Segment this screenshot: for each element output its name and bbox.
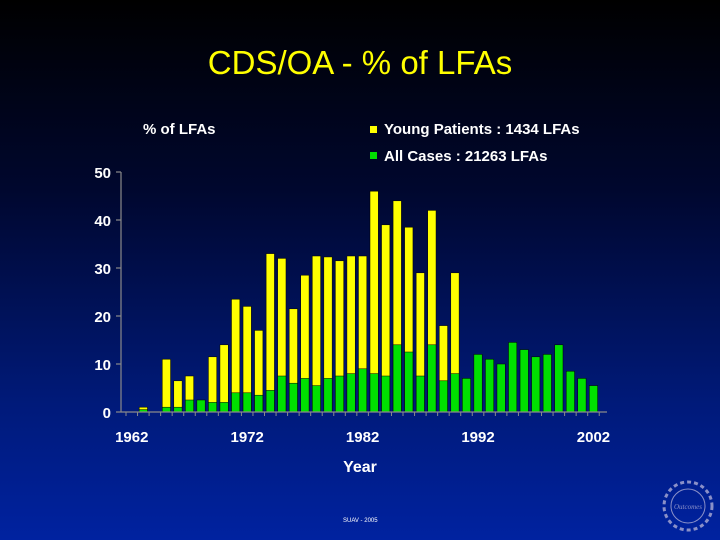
legend-swatch-young — [370, 126, 377, 133]
legend-swatch-all — [370, 152, 377, 159]
bar-all-1984 — [381, 375, 391, 413]
bar-young-1970 — [219, 344, 229, 413]
bar-all-2000 — [565, 370, 575, 413]
bar-all-1978 — [312, 385, 321, 413]
legend: Young Patients : 1434 LFAs All Cases : 2… — [370, 121, 580, 165]
bar-all-1988 — [427, 344, 437, 413]
bar-all-1979 — [323, 378, 333, 413]
bar-all-1977 — [300, 378, 310, 413]
bar-all-1999 — [554, 344, 564, 413]
plot-area: 0 10 20 30 40 50 1962 1972 1982 1992 2002 — [94, 165, 610, 446]
bar-all-1992 — [473, 354, 483, 413]
bar-all-1985 — [392, 344, 402, 413]
x-tick-label-1982: 1982 — [346, 429, 379, 446]
bar-all-1970 — [219, 402, 229, 413]
x-tick-label-1972: 1972 — [231, 429, 264, 446]
bar-all-1989 — [439, 380, 448, 413]
bar-all-1974 — [265, 390, 275, 413]
logo: Outcomes — [660, 478, 716, 539]
bar-all-2002 — [589, 385, 598, 413]
bar-all-1987 — [415, 375, 425, 413]
logo-text: Outcomes — [674, 503, 702, 511]
bar-young-1965 — [161, 358, 171, 413]
bar-all-1991 — [462, 378, 471, 413]
bar-all-1980 — [335, 375, 344, 413]
bar-all-1965 — [161, 406, 171, 413]
bar-all-1986 — [404, 351, 414, 413]
bar-all-1994 — [496, 363, 506, 413]
x-tick-label-1992: 1992 — [461, 429, 494, 446]
bar-all-1968 — [196, 399, 206, 413]
bar-all-1966 — [173, 406, 183, 413]
y-axis-title: % of LFAs — [143, 121, 216, 138]
bar-all-1967 — [185, 399, 194, 413]
logo-inner-ring — [670, 488, 706, 524]
bar-all-1995 — [508, 342, 518, 413]
slide-title: CDS/OA - % of LFAs — [207, 44, 513, 81]
bar-all-1973 — [254, 394, 264, 413]
bar-all-1981 — [346, 373, 356, 413]
legend-label-young: Young Patients : 1434 LFAs — [384, 121, 580, 138]
bar-all-1983 — [369, 373, 379, 413]
y-tick-label-20: 20 — [94, 309, 111, 326]
bar-all-1982 — [358, 368, 368, 413]
x-axis-title: Year — [343, 459, 377, 476]
x-tick-label-2002: 2002 — [577, 429, 610, 446]
bar-all-1996 — [519, 349, 529, 413]
y-tick-label-0: 0 — [103, 405, 111, 422]
footer-credit: SUAV - 2005 — [343, 518, 378, 524]
bar-all-1993 — [485, 358, 494, 413]
bar-all-1998 — [542, 354, 552, 413]
bar-all-1976 — [288, 382, 298, 413]
logo-gear-ring — [662, 480, 714, 532]
y-tick-label-30: 30 — [94, 261, 111, 278]
bar-all-2001 — [577, 378, 587, 413]
bar-all-1997 — [531, 356, 541, 413]
y-tick-label-40: 40 — [94, 213, 111, 230]
y-tick-label-50: 50 — [94, 165, 111, 182]
y-tick-label-10: 10 — [94, 357, 111, 374]
bar-all-1972 — [242, 392, 252, 413]
x-tick-label-1962: 1962 — [115, 429, 148, 446]
bar-all-1969 — [208, 402, 217, 413]
bar-all-1990 — [450, 373, 460, 413]
legend-label-all: All Cases : 21263 LFAs — [384, 148, 547, 165]
bar-all-1971 — [231, 392, 241, 413]
bar-young-1974 — [265, 253, 275, 413]
bar-all-1975 — [277, 375, 287, 413]
